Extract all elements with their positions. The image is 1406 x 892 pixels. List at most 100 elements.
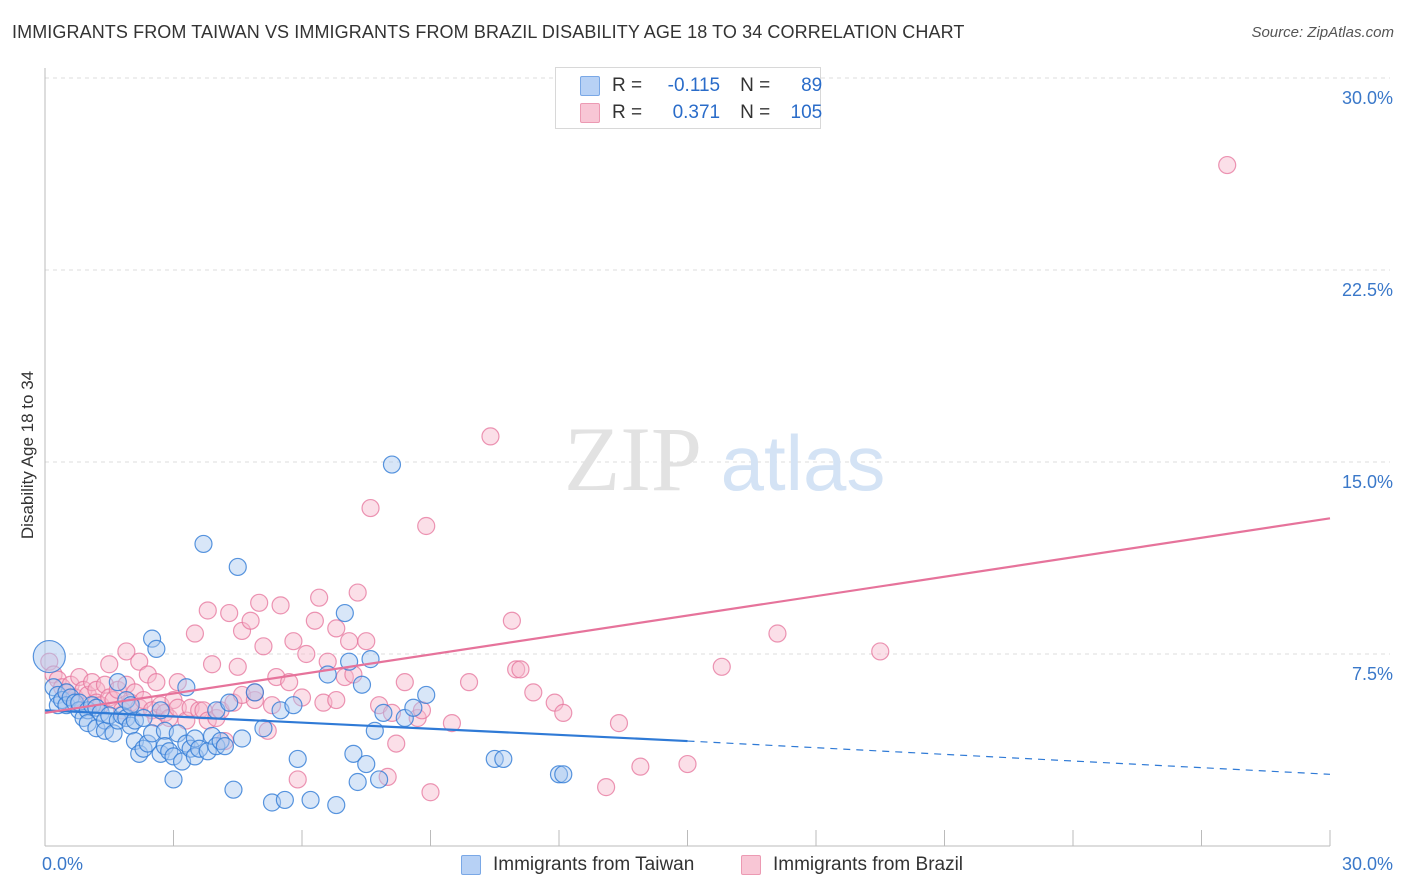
brazil-point [871, 642, 890, 661]
taiwan-point [549, 765, 569, 784]
brazil-point [768, 624, 787, 643]
brazil-legend-swatch [741, 855, 761, 875]
brazil-point [387, 734, 406, 753]
taiwan-point [301, 790, 320, 810]
taiwan-point [357, 754, 376, 774]
taiwan-points [32, 455, 573, 815]
brazil-point [507, 660, 526, 679]
taiwan-point [382, 455, 402, 474]
taiwan-point [164, 747, 183, 766]
taiwan-point [275, 790, 294, 810]
brazil-point [421, 783, 440, 802]
taiwan-point [352, 675, 372, 694]
brazil-point [262, 696, 282, 715]
axes [44, 68, 1331, 847]
watermark: ZIP atlas [564, 408, 885, 510]
brazil-point [202, 655, 222, 674]
brazil-point [554, 703, 573, 722]
brazil-legend-label: Immigrants from Brazil [773, 854, 964, 875]
taiwan-point [417, 685, 436, 705]
brazil-point [185, 624, 205, 643]
taiwan-point [32, 639, 66, 674]
taiwan-point [284, 696, 303, 715]
taiwan-point [194, 534, 213, 554]
brazil-point [1218, 155, 1237, 175]
r-label: R = [612, 102, 643, 123]
brazil-swatch [580, 103, 600, 123]
brazil-point [168, 673, 187, 692]
brazil-point [250, 593, 269, 612]
brazil-point [631, 757, 650, 776]
n-value: 105 [790, 102, 823, 123]
taiwan-point [228, 557, 247, 577]
x-tick-label-min: 0.0% [42, 854, 83, 874]
taiwan-point [164, 770, 183, 789]
taiwan-point [494, 749, 513, 769]
taiwan-point [202, 726, 222, 746]
brazil-point [117, 642, 136, 661]
brazil-point [284, 632, 303, 651]
stats-legend: R = -0.115 N = 89 R = 0.371 N = 105 [555, 67, 822, 129]
watermark-atlas: atlas [721, 419, 886, 507]
brazil-point [459, 673, 479, 692]
trend-lines [44, 517, 1331, 775]
brazil-point [310, 588, 329, 607]
brazil-point [442, 714, 462, 733]
taiwan-point [288, 749, 307, 769]
taiwan-point [348, 772, 367, 792]
brazil-point [271, 596, 290, 615]
brazil-point [327, 619, 346, 638]
taiwan-point [344, 744, 363, 763]
taiwan-point [370, 770, 389, 789]
taiwan-point [134, 708, 153, 728]
watermark-zip: ZIP [564, 408, 702, 510]
taiwan-point [327, 795, 346, 815]
taiwan-point [142, 629, 162, 648]
x-tick-label-max: 30.0% [1342, 854, 1393, 874]
brazil-point [361, 498, 380, 518]
brazil-point [288, 770, 307, 789]
brazil-point [100, 655, 119, 674]
r-value: 0.371 [672, 102, 721, 123]
taiwan-point [108, 673, 127, 692]
source-credit: Source: ZipAtlas.com [1251, 24, 1394, 41]
tick-labels: 7.5% 15.0% 22.5% 30.0% 0.0% 30.0% [42, 88, 1393, 874]
taiwan-point [335, 603, 354, 623]
legend-item-brazil: Immigrants from Brazil [741, 852, 963, 878]
taiwan-point [224, 780, 243, 799]
taiwan-point [215, 737, 234, 756]
y-tick-label: 15.0% [1342, 472, 1393, 492]
n-label: N = [740, 75, 771, 96]
taiwan-point [147, 639, 166, 658]
brazil-point [220, 603, 239, 623]
brazil-point [254, 637, 273, 656]
brazil-trend-line [44, 517, 1331, 714]
brazil-point [511, 660, 530, 679]
brazil-point [280, 673, 299, 692]
brazil-point [305, 611, 324, 630]
taiwan-point [254, 719, 273, 738]
taiwan-trend-line [44, 709, 688, 743]
brazil-point [524, 683, 543, 702]
stats-row-taiwan: R = -0.115 N = 89 [580, 73, 822, 99]
stats-row-brazil: R = 0.371 N = 105 [580, 100, 822, 126]
taiwan-trend-extension [687, 740, 1331, 775]
taiwan-point [374, 703, 393, 722]
n-label: N = [740, 102, 771, 123]
brazil-point [245, 690, 264, 710]
brazil-point [357, 632, 376, 651]
brazil-point [678, 754, 697, 774]
brazil-point [348, 583, 367, 602]
y-tick-label: 22.5% [1342, 280, 1393, 300]
brazil-point [395, 673, 414, 692]
brazil-point [609, 714, 629, 733]
taiwan-legend-swatch [461, 855, 481, 875]
taiwan-legend-label: Immigrants from Taiwan [493, 854, 695, 875]
r-label: R = [612, 75, 643, 96]
brazil-point [228, 657, 247, 676]
taiwan-point [232, 729, 252, 748]
r-value: -0.115 [667, 75, 721, 96]
brazil-point [327, 690, 346, 710]
taiwan-swatch [580, 76, 600, 96]
